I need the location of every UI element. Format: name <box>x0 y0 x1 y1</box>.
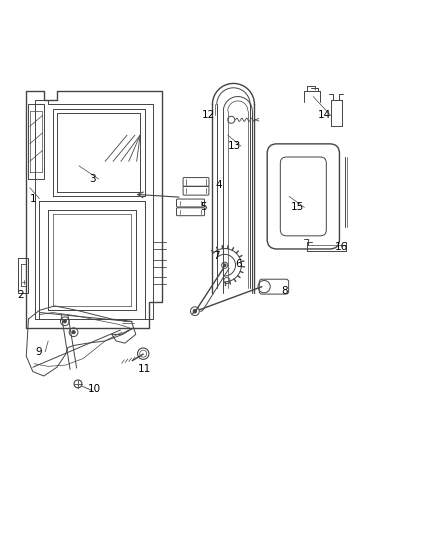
Text: 9: 9 <box>35 347 42 357</box>
Text: 16: 16 <box>335 242 348 252</box>
Text: 15: 15 <box>291 203 304 212</box>
Text: 14: 14 <box>318 110 331 120</box>
Text: 7: 7 <box>213 251 220 261</box>
Circle shape <box>193 310 197 313</box>
Text: 11: 11 <box>138 365 151 374</box>
Text: 10: 10 <box>88 384 101 394</box>
Text: 5: 5 <box>200 203 207 212</box>
Text: 8: 8 <box>281 286 288 296</box>
Circle shape <box>63 319 67 323</box>
Circle shape <box>223 264 226 266</box>
Text: 1: 1 <box>29 193 36 204</box>
Text: 13: 13 <box>228 141 241 151</box>
Text: 4: 4 <box>215 181 223 190</box>
Text: 3: 3 <box>88 174 95 184</box>
Text: 2: 2 <box>18 290 25 300</box>
Text: 12: 12 <box>201 110 215 120</box>
Text: 6: 6 <box>235 260 242 269</box>
Circle shape <box>72 330 75 334</box>
